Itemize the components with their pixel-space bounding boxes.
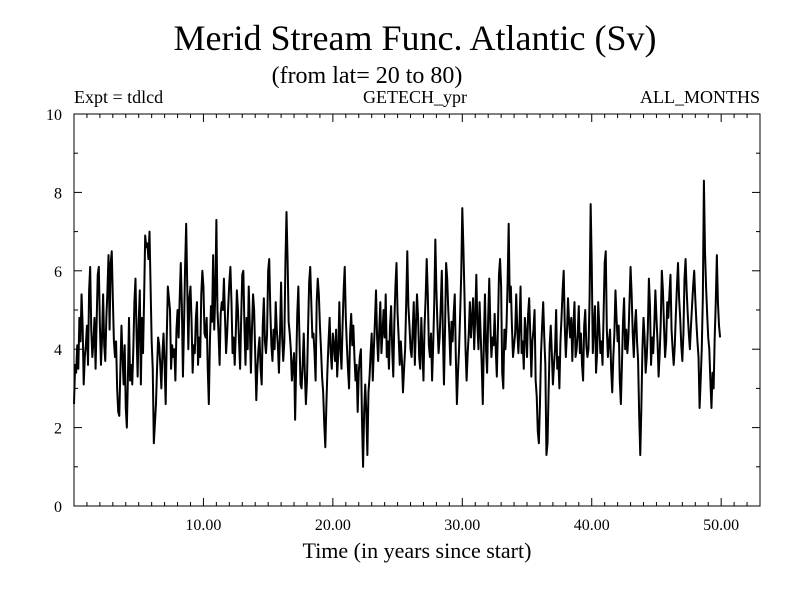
x-tick-label: 30.00 [444,517,480,534]
x-tick-label: 40.00 [574,517,610,534]
experiment-label: Expt = tdlcd [74,87,163,107]
y-tick-label: 8 [54,185,62,202]
series-layer [73,179,722,468]
chart-subtitle: (from lat= 20 to 80) [272,63,463,89]
y-tick-label: 0 [54,499,62,516]
y-tick-label: 2 [54,421,62,438]
series-line-0 [73,179,722,468]
x-axis-label: Time (in years since start) [303,538,532,563]
x-tick-label: 50.00 [703,517,739,534]
months-label: ALL_MONTHS [640,87,760,107]
chart-title: Merid Stream Func. Atlantic (Sv) [174,18,657,58]
y-tick-label: 6 [54,264,62,281]
x-tick-label: 10.00 [185,517,221,534]
dataset-label: GETECH_ypr [363,87,467,107]
y-tick-label: 4 [54,342,62,359]
ticks-layer: 0 2 4 6 8 10 10.00 20.00 30.00 40.00 50.00 [46,107,760,534]
x-tick-label: 20.00 [315,517,351,534]
y-tick-label: 10 [46,107,62,124]
